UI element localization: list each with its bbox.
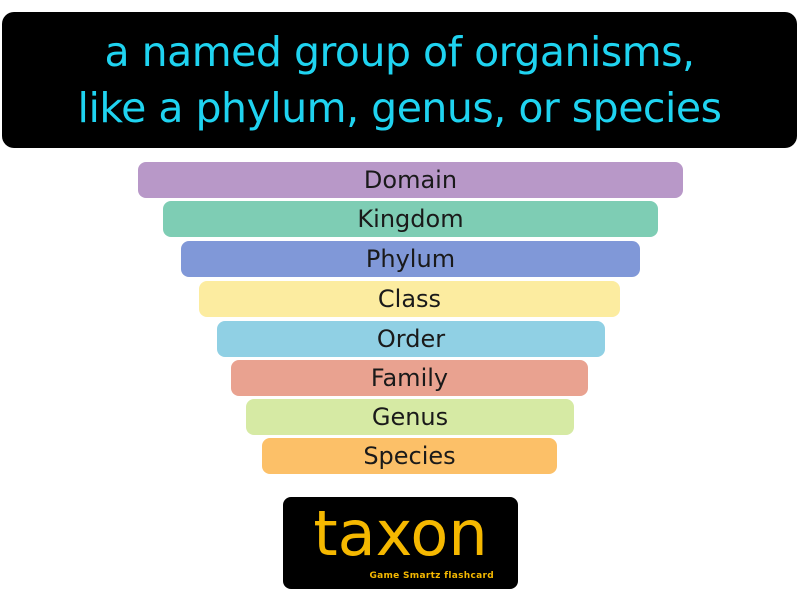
definition-line-1: a named group of organisms, [104, 28, 695, 76]
level-species: Species [262, 438, 557, 474]
level-phylum: Phylum [181, 241, 640, 277]
level-family: Family [231, 360, 588, 396]
level-order: Order [217, 321, 605, 357]
level-domain: Domain [138, 162, 683, 198]
term-box: taxon Game Smartz flashcard [283, 497, 518, 589]
level-class: Class [199, 281, 620, 317]
level-genus: Genus [246, 399, 574, 435]
definition-box: a named group of organisms, like a phylu… [2, 12, 797, 148]
brand-label: Game Smartz flashcard [369, 571, 494, 581]
definition-line-2: like a phylum, genus, or species [77, 84, 722, 132]
level-kingdom: Kingdom [163, 201, 658, 237]
term-word: taxon [313, 497, 488, 570]
